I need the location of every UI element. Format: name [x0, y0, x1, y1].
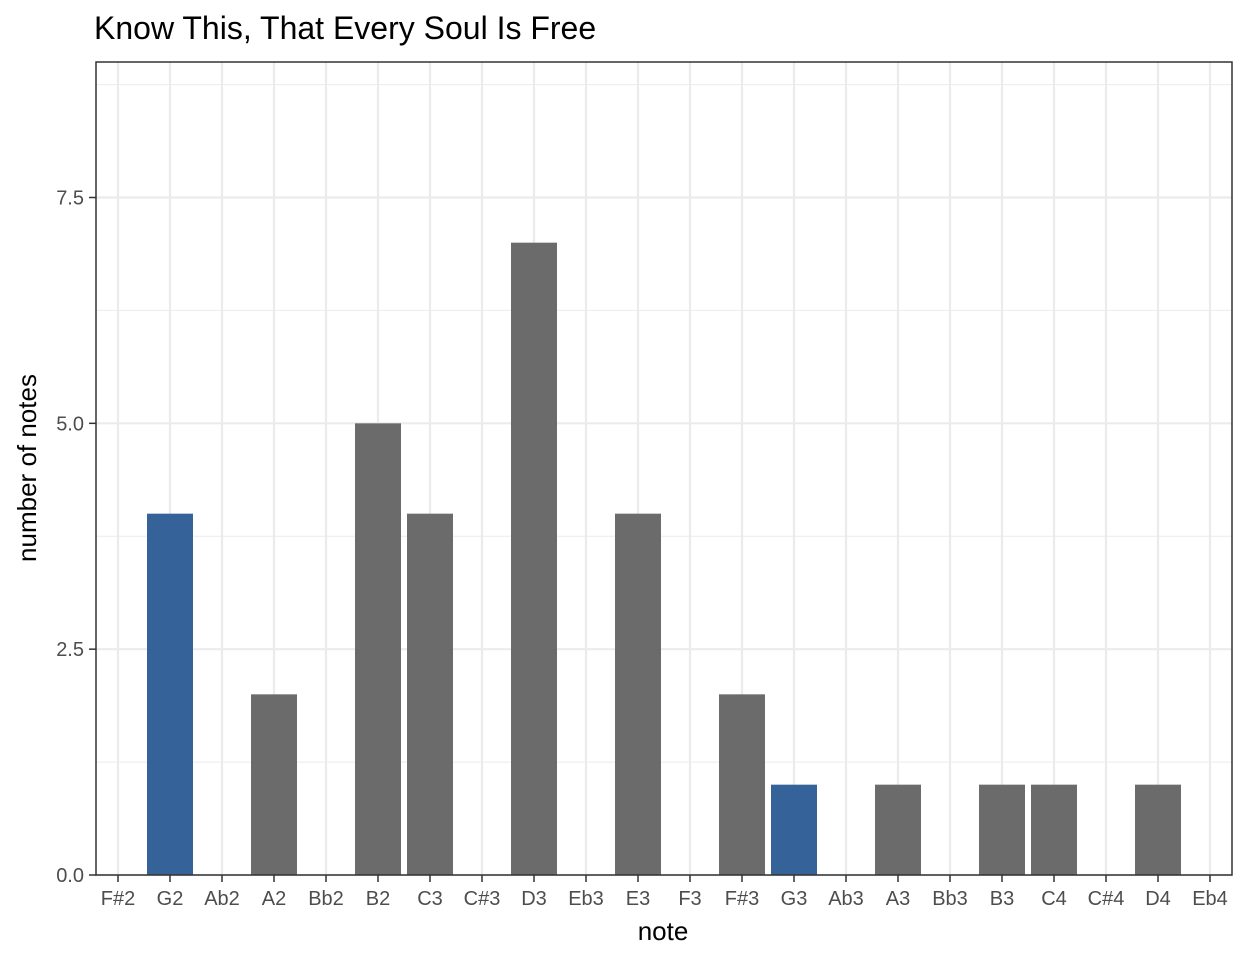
x-tick-label-C#3: C#3 [464, 888, 501, 910]
x-tick-label-G3: G3 [781, 888, 808, 910]
y-tick-label: 0.0 [56, 865, 84, 887]
bar-B2 [355, 423, 401, 875]
x-tick-label-Bb2: Bb2 [308, 888, 344, 910]
bar-G3 [771, 784, 817, 875]
y-tick-label: 2.5 [56, 639, 84, 661]
x-tick-label-A3: A3 [886, 888, 910, 910]
x-axis-title: note [638, 916, 689, 946]
x-tick-label-Bb3: Bb3 [932, 888, 968, 910]
x-tick-label-D4: D4 [1145, 888, 1171, 910]
bar-C4 [1031, 784, 1077, 875]
x-tick-label-A2: A2 [262, 888, 286, 910]
x-tick-label-Ab2: Ab2 [204, 888, 240, 910]
y-axis-title: number of notes [12, 374, 42, 562]
x-tick-label-F#2: F#2 [101, 888, 135, 910]
bar-D3 [511, 242, 557, 875]
y-tick-label: 7.5 [56, 188, 84, 210]
x-tick-label-E3: E3 [626, 888, 650, 910]
bar-F#3 [719, 694, 765, 875]
chart-title: Know This, That Every Soul Is Free [94, 10, 596, 46]
x-tick-label-G2: G2 [157, 888, 184, 910]
x-tick-label-Eb4: Eb4 [1192, 888, 1228, 910]
bar-A2 [251, 694, 297, 875]
bar-B3 [979, 784, 1025, 875]
x-tick-label-C#4: C#4 [1088, 888, 1125, 910]
x-tick-label-Eb3: Eb3 [568, 888, 604, 910]
x-tick-label-C3: C3 [417, 888, 443, 910]
x-tick-label-D3: D3 [521, 888, 547, 910]
bar-D4 [1135, 784, 1181, 875]
bars-layer [147, 242, 1181, 875]
x-tick-label-B2: B2 [366, 888, 390, 910]
x-tick-label-B3: B3 [990, 888, 1014, 910]
x-tick-label-F#3: F#3 [725, 888, 759, 910]
bar-C3 [407, 513, 453, 875]
x-axis: F#2 G2 Ab2 A2 Bb2 B2 C3 C#3 D3 Eb3 E3 F3 F#3 G3 Ab3 A3 B… [101, 875, 1228, 910]
bar-A3 [875, 784, 921, 875]
x-tick-label-Ab3: Ab3 [828, 888, 864, 910]
x-tick-label-F3: F3 [678, 888, 701, 910]
bar-E3 [615, 513, 661, 875]
x-tick-label-C4: C4 [1041, 888, 1067, 910]
panel-border [95, 61, 1233, 876]
y-axis: 0.0 2.5 5.0 7.5 [56, 188, 96, 887]
y-tick-label: 5.0 [56, 413, 84, 435]
bar-G2 [147, 513, 193, 875]
